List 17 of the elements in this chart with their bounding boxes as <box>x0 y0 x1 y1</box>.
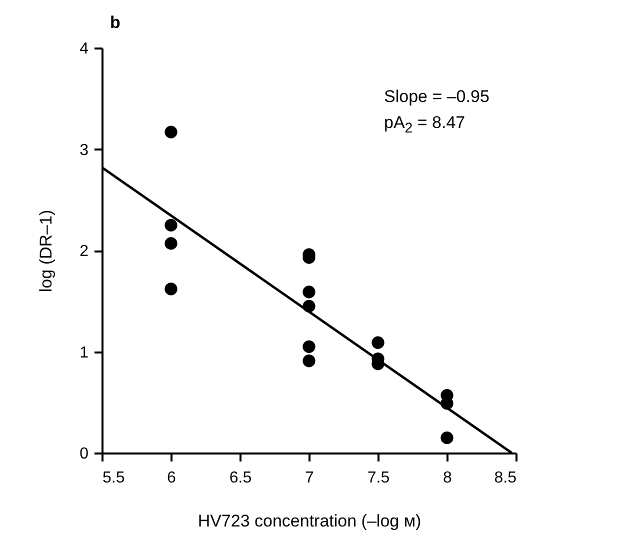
x-tick-label: 5.5 <box>102 470 125 486</box>
y-tick-label: 2 <box>80 243 89 260</box>
x-tick-label: 6.5 <box>229 470 252 486</box>
x-tick-label: 7 <box>305 470 314 486</box>
annotation: Slope = –0.95 <box>384 86 490 108</box>
x-axis-title: HV723 concentration (–log м) <box>198 512 422 530</box>
y-tick-label: 4 <box>80 40 89 58</box>
y-axis-title: log (DR–1) <box>36 210 56 292</box>
x-tick-label: 7.5 <box>367 470 390 486</box>
y-tick-label: 0 <box>80 446 89 462</box>
annotation: pA$_{2}$ = 8.47 <box>384 112 466 138</box>
y-tick-label: 1 <box>80 344 89 362</box>
x-tick-label: 8.5 <box>494 470 517 486</box>
x-tick-label: 6 <box>167 470 176 486</box>
x-tick-label: 8 <box>443 470 452 486</box>
chart-title: b <box>110 13 120 32</box>
y-tick-label: 3 <box>80 142 89 159</box>
